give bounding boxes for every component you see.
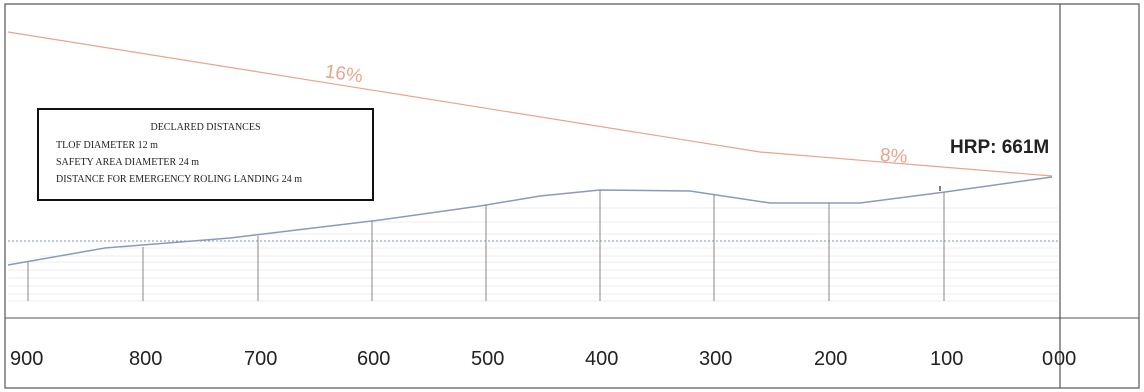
tick-label-500: 500 — [471, 348, 504, 370]
tick-label-700: 700 — [244, 348, 277, 370]
tick-label-800: 800 — [129, 348, 162, 370]
diagram-frame — [4, 3, 1140, 389]
tick-label-600: 600 — [357, 348, 390, 370]
tick-label-300: 300 — [699, 348, 732, 370]
hrp-label: HRP: 661M — [950, 137, 1049, 158]
tick-label-0: 0 — [1042, 348, 1053, 370]
distance-axis: 900 800 700 600 500 400 300 200 100 0 00 — [10, 348, 1076, 370]
declared-distances-title: DECLARED DISTANCES — [150, 122, 261, 133]
emergency-landing-line: DISTANCE FOR EMERGENCY ROLING LANDING 24… — [56, 174, 303, 185]
safety-area-line: SAFETY AREA DIAMETER 24 m — [56, 157, 199, 168]
declared-distances-box: DECLARED DISTANCES TLOF DIAMETER 12 m SA… — [37, 108, 374, 201]
tick-label-100: 100 — [930, 348, 963, 370]
tick-label-00: 00 — [1054, 348, 1076, 370]
tick-label-400: 400 — [585, 348, 618, 370]
station-lines — [27, 190, 945, 301]
tlof-diameter-line: TLOF DIAMETER 12 m — [56, 140, 158, 151]
terrain-profile-line — [7, 176, 1053, 266]
tick-label-900: 900 — [10, 348, 43, 370]
terrain-hatching — [8, 207, 1058, 302]
slope-label-8: 8% — [879, 145, 908, 168]
tick-label-200: 200 — [814, 348, 847, 370]
approach-surface-line — [7, 31, 1053, 177]
